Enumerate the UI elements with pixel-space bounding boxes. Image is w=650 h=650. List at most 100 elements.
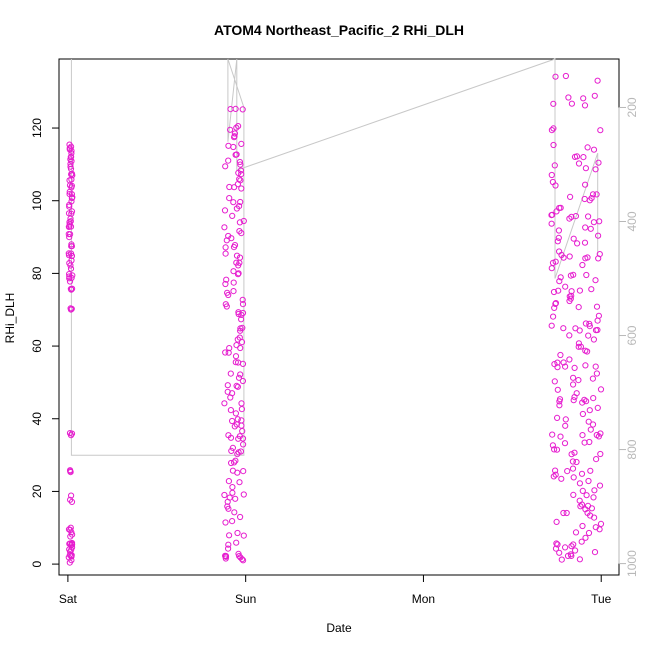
data-point [558,475,565,482]
data-point [239,377,246,385]
data-point [575,304,582,311]
data-point [222,280,229,288]
data-point [593,303,601,310]
data-point [230,288,237,295]
data-point [582,506,589,513]
data-point [236,479,243,486]
data-point [235,550,242,558]
data-point [588,286,595,293]
data-point [67,533,74,540]
data-point [234,383,241,390]
data-point [67,250,75,257]
data-point [597,430,604,437]
data-point [223,276,230,283]
data-point [236,228,243,235]
data-point [237,344,244,352]
x-tick-label: Sun [235,592,256,606]
data-point [239,360,247,367]
data-point [229,484,236,491]
data-point [234,469,241,476]
data-point [240,217,247,225]
data-point [233,124,240,131]
data-point [582,255,589,262]
x-axis-label: Date [326,621,352,635]
data-point [548,322,555,329]
data-point [590,336,598,343]
data-point [593,191,600,198]
data-point [589,191,597,198]
data-point [560,509,567,517]
data-point [571,364,578,371]
data-point [552,258,559,265]
data-point [238,316,245,323]
data-point [67,154,74,161]
data-point [582,347,589,354]
data-point [548,127,556,134]
data-point [232,353,240,360]
data-point [240,557,247,564]
data-point [230,244,238,251]
data-point [234,336,241,343]
data-point [551,378,558,385]
data-point [68,492,75,499]
data-point [227,407,234,414]
data-point [68,191,76,198]
data-point [227,126,234,133]
data-point [578,470,586,477]
data-point [554,364,561,371]
data-point [66,203,73,210]
data-point [590,219,598,226]
data-point [554,414,561,421]
data-point [596,251,603,258]
data-point [226,345,233,352]
data-point [68,158,75,165]
data-point [581,239,589,246]
data-point [591,487,598,494]
data-point [568,100,576,107]
y-tick-label: 80 [30,266,44,280]
data-point [548,171,555,179]
data-point [584,144,591,151]
data-point [556,396,564,403]
y-tick-label: 120 [30,118,44,138]
data-point [240,491,247,498]
data-point [555,287,562,294]
data-point [66,271,73,278]
data-point [233,151,240,158]
data-point [227,106,234,113]
data-point [239,106,246,113]
data-point [550,313,557,320]
data-point [571,449,578,456]
data-point [67,467,74,474]
data-point [587,426,594,433]
data-point [568,543,575,550]
data-point [230,279,237,286]
data-point [225,142,232,149]
data-point [551,361,558,368]
data-point [237,371,244,378]
data-point [552,471,559,478]
data-point [554,386,561,393]
data-point [560,359,567,366]
data-point [550,125,557,132]
right-tick-label: 800 [625,439,639,459]
data-point [238,406,245,413]
data-point [550,288,558,296]
data-point [576,480,584,487]
right-tick-label: 600 [625,325,639,345]
data-point [68,257,75,264]
data-point [236,203,243,210]
data-point [237,161,244,168]
data-point [591,92,598,99]
data-point [554,541,561,548]
data-point [236,176,243,183]
data-point [67,215,74,222]
data-point [548,212,555,219]
data-point [588,195,595,202]
data-point [228,447,235,454]
data-point [238,185,245,192]
data-point [553,540,560,547]
data-point [597,520,605,528]
data-point [67,524,74,531]
data-point [68,208,76,215]
